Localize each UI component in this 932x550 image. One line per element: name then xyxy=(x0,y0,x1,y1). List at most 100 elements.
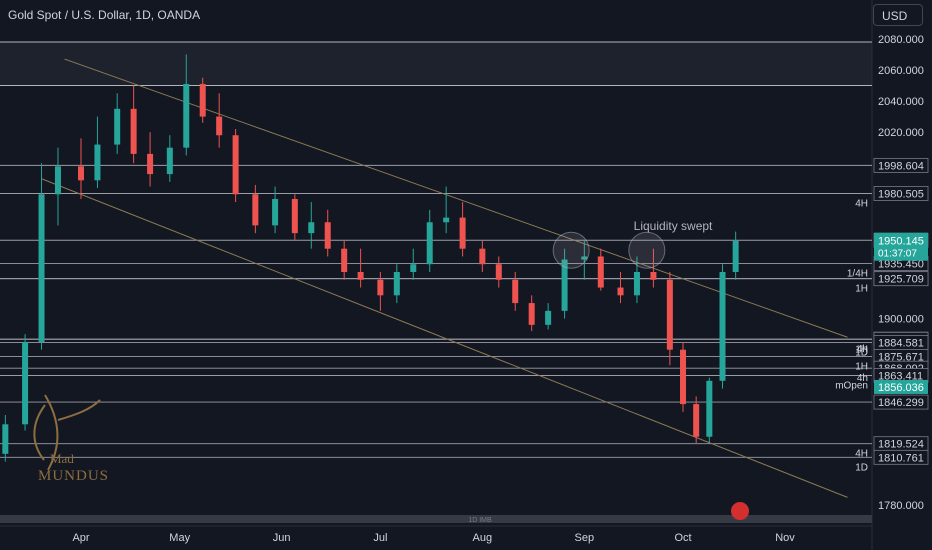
bearish-candle xyxy=(130,108,137,154)
month-tick-label: Oct xyxy=(674,532,691,544)
bullish-candle xyxy=(581,256,588,260)
bullish-candle xyxy=(426,222,433,265)
price-tick-label: 2020.000 xyxy=(878,127,924,139)
price-level-label-box xyxy=(873,157,929,173)
bearish-candle xyxy=(232,135,239,195)
price-tick-label: 2040.000 xyxy=(878,96,924,108)
price-level-label: 1846.299 xyxy=(878,397,924,409)
bullish-candle xyxy=(166,147,173,175)
price-tick-label: 2080.000 xyxy=(878,34,924,46)
bearish-candle xyxy=(666,279,673,350)
timeframe-tag: 1H xyxy=(855,361,868,372)
month-tick-label: Jul xyxy=(373,532,387,544)
timeframe-tag: 4H xyxy=(855,449,868,460)
currency-selector-button[interactable]: USD xyxy=(873,4,923,26)
bearish-candle xyxy=(147,153,154,175)
channel-lower-line xyxy=(41,178,848,498)
bullish-candle xyxy=(393,272,400,296)
month-tick-label: Aug xyxy=(473,532,493,544)
bullish-candle xyxy=(183,83,190,148)
highlighted-price-label: 1856.036 xyxy=(878,382,924,394)
bullish-candle xyxy=(706,380,713,437)
bullish-candle xyxy=(410,264,417,272)
bearish-candle xyxy=(357,272,364,280)
price-tick-label: 1900.000 xyxy=(878,314,924,326)
current-price-box xyxy=(874,232,928,261)
supply-zone xyxy=(0,41,872,86)
bullish-candle xyxy=(38,194,45,342)
bullish-candle xyxy=(22,341,29,425)
bearish-candle xyxy=(78,166,84,181)
price-level-label: 1925.709 xyxy=(878,274,924,286)
channel-upper-line xyxy=(64,58,848,338)
bullish-candle xyxy=(545,310,552,325)
month-tick-label: Jun xyxy=(273,532,291,544)
month-tick-label: Nov xyxy=(775,532,795,544)
logo-bird-icon xyxy=(33,394,101,471)
price-level-label: 1998.604 xyxy=(878,160,924,172)
bearish-candle xyxy=(512,279,519,304)
price-tick-label: 1780.000 xyxy=(878,500,924,512)
price-level-label: 1875.671 xyxy=(878,351,924,363)
timeframe-tag: 1H xyxy=(855,284,868,295)
bearish-candle xyxy=(479,248,486,265)
timeframe-tag: 1D xyxy=(855,348,868,359)
bullish-candle xyxy=(114,108,121,145)
bearish-candle xyxy=(341,248,348,272)
bearish-candle xyxy=(693,404,700,437)
countdown-label: 01:37:07 xyxy=(878,249,917,260)
event-flag-icon xyxy=(731,502,749,520)
bearish-candle xyxy=(528,303,535,325)
price-tick-label: 2060.000 xyxy=(878,65,924,77)
liquidity-circle xyxy=(628,231,666,269)
price-level-label: 1810.761 xyxy=(878,452,924,464)
price-level-label: 1819.524 xyxy=(878,439,924,451)
bearish-candle xyxy=(324,222,331,249)
bearish-candle xyxy=(216,116,223,136)
price-level-label: 1935.450 xyxy=(878,259,924,271)
price-level-label: 1980.505 xyxy=(878,189,924,201)
chart-title: Gold Spot / U.S. Dollar, 1D, OANDA xyxy=(8,8,201,22)
bearish-candle xyxy=(459,217,466,249)
bullish-candle xyxy=(2,424,9,454)
volume-strip-label: 1D IMB xyxy=(468,517,492,524)
bearish-candle xyxy=(495,264,502,280)
bearish-candle xyxy=(617,287,624,296)
timeframe-tag: 4h xyxy=(857,344,868,355)
bearish-candle xyxy=(680,349,687,405)
bullish-candle xyxy=(633,272,640,296)
bearish-candle xyxy=(650,272,657,280)
bearish-candle xyxy=(597,256,604,288)
price-level-label-box xyxy=(873,271,929,287)
price-level-label: 1863.411 xyxy=(878,370,923,382)
logo-mundus-text: MUNDUS xyxy=(38,468,109,484)
bullish-candle xyxy=(272,198,279,226)
bullish-candle xyxy=(94,144,101,181)
bearish-candle xyxy=(377,279,384,296)
bullish-candle xyxy=(308,222,315,234)
timeframe-tag: 4h xyxy=(857,373,868,384)
price-level-label-box xyxy=(873,186,929,201)
bullish-candle xyxy=(54,166,61,195)
highlighted-price-box xyxy=(874,379,928,394)
price-level-label-box xyxy=(873,449,929,465)
month-tick-label: Sep xyxy=(575,532,595,544)
current-price-label: 1950.145 xyxy=(878,236,924,248)
price-level-label-box xyxy=(873,394,929,410)
month-tick-label: Apr xyxy=(72,532,89,544)
liquidity-swept-label: Liquidity swept xyxy=(634,219,713,233)
timeframe-tag: 4H xyxy=(855,199,868,210)
bullish-candle xyxy=(719,272,726,381)
timeframe-tag: 1/4H xyxy=(847,269,868,280)
bullish-candle xyxy=(732,240,739,272)
timeframe-tag: mOpen xyxy=(835,380,868,391)
timeframe-tag: 1H xyxy=(855,344,868,355)
bearish-candle xyxy=(291,198,298,234)
bearish-candle xyxy=(252,194,259,226)
bearish-candle xyxy=(199,83,206,117)
price-level-label: 1884.581 xyxy=(878,338,924,350)
logo-mad-text: Mad xyxy=(50,451,74,466)
liquidity-circle xyxy=(552,231,590,269)
timeframe-tag: 1D xyxy=(855,462,868,473)
